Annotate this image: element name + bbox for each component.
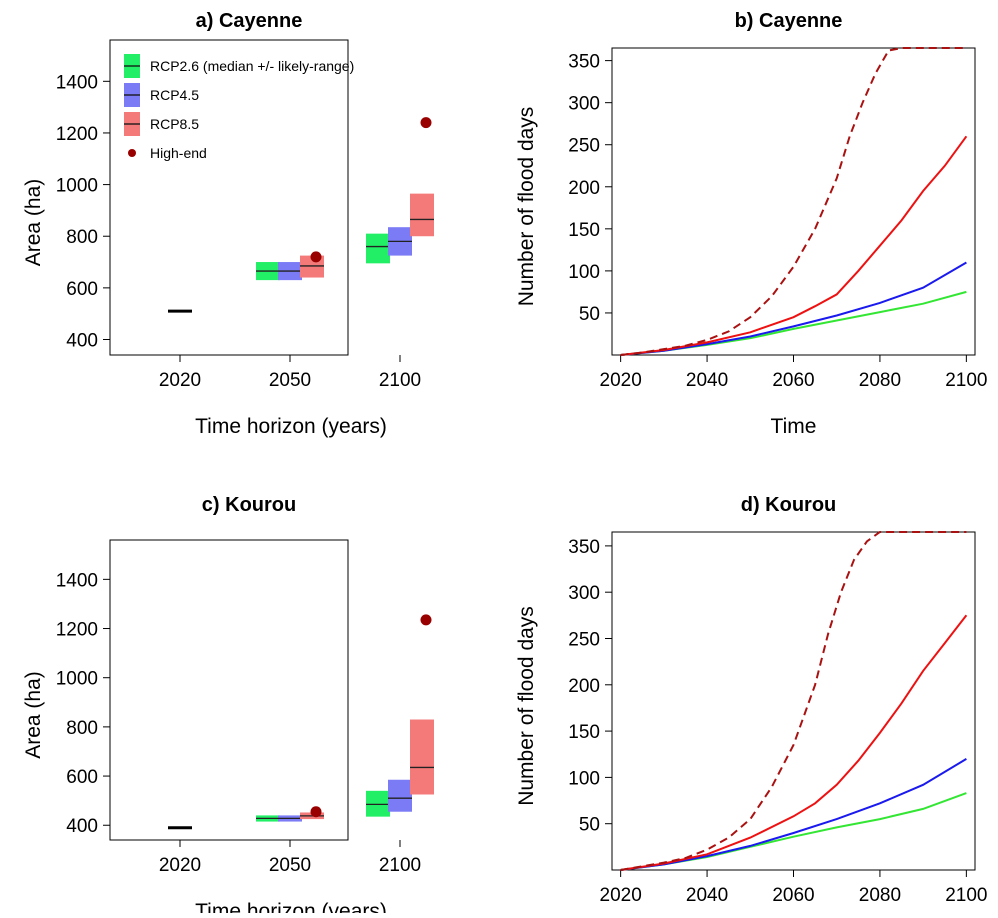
y-tick-label: 400 [66, 816, 98, 837]
x-tick-label: 2020 [600, 885, 642, 906]
y-tick-label: 50 [579, 304, 600, 325]
y-tick-label: 100 [568, 768, 600, 789]
legend-label: High-end [150, 145, 207, 161]
y-tick-label: 1200 [56, 620, 98, 641]
x-tick-label: 2020 [600, 370, 642, 391]
high-end-point [310, 806, 322, 818]
y-tick-label: 800 [66, 718, 98, 739]
x-axis-label: Time horizon (years) [195, 900, 387, 913]
series-line-rcp45 [620, 261, 967, 356]
x-tick-label: 2020 [159, 855, 201, 876]
x-tick-label: 2080 [859, 370, 901, 391]
panel-title: d) Kourou [741, 494, 837, 516]
x-tick-label: 2060 [772, 370, 814, 391]
y-axis-label: Number of flood days [515, 606, 538, 806]
x-tick-label: 2020 [159, 370, 201, 391]
x-tick-label: 2100 [379, 370, 421, 391]
y-tick-label: 50 [579, 815, 600, 836]
high-end-point [310, 251, 322, 263]
y-tick-label: 800 [66, 227, 98, 248]
y-tick-label: 1000 [56, 669, 98, 690]
x-tick-label: 2050 [269, 855, 311, 876]
y-tick-label: 200 [568, 676, 600, 697]
x-tick-label: 2100 [945, 370, 987, 391]
legend-label: RCP4.5 [150, 87, 199, 103]
plot-frame [611, 531, 976, 871]
legend-label: RCP8.5 [150, 116, 199, 132]
y-tick-label: 1000 [56, 176, 98, 197]
y-tick-label: 150 [568, 722, 600, 743]
y-tick-label: 600 [66, 279, 98, 300]
y-tick-label: 600 [66, 767, 98, 788]
x-axis-label: Time [771, 415, 817, 438]
y-tick-label: 250 [568, 136, 600, 157]
y-tick-label: 300 [568, 94, 600, 115]
plot-frame [109, 539, 349, 841]
y-tick-label: 100 [568, 262, 600, 283]
legend-label: RCP2.6 (median +/- likely-range) [150, 58, 354, 74]
series-line-highend [620, 531, 967, 871]
y-tick-label: 400 [66, 331, 98, 352]
x-tick-label: 2040 [686, 885, 728, 906]
range-box-rcp85 [410, 193, 434, 237]
legend-dot [128, 149, 136, 157]
range-box-rcp45 [388, 779, 412, 812]
plot-frame [109, 39, 349, 356]
high-end-point [420, 614, 432, 626]
range-box-rcp85 [410, 719, 434, 795]
panel-title: a) Cayenne [196, 10, 303, 32]
x-tick-label: 2100 [945, 885, 987, 906]
x-tick-label: 2100 [379, 855, 421, 876]
high-end-point [420, 117, 432, 129]
series-line-rcp85 [620, 135, 968, 356]
y-tick-label: 1400 [56, 72, 98, 93]
y-tick-label: 350 [568, 52, 600, 73]
series-line-rcp26 [620, 290, 967, 356]
y-tick-label: 150 [568, 220, 600, 241]
plot-frame [611, 47, 976, 356]
x-tick-label: 2040 [686, 370, 728, 391]
series-line-rcp45 [620, 758, 967, 871]
panel-title: b) Cayenne [735, 10, 843, 32]
series-line-highend [620, 47, 967, 356]
y-tick-label: 350 [568, 537, 600, 558]
x-tick-label: 2050 [269, 370, 311, 391]
x-tick-label: 2080 [859, 885, 901, 906]
y-axis-label: Number of flood days [515, 107, 538, 307]
series-line-rcp85 [620, 614, 968, 871]
y-tick-label: 1200 [56, 124, 98, 145]
y-tick-label: 1400 [56, 570, 98, 591]
range-box-rcp26 [366, 233, 390, 264]
panel-title: c) Kourou [202, 494, 296, 516]
x-tick-label: 2060 [772, 885, 814, 906]
y-tick-label: 250 [568, 629, 600, 650]
y-tick-label: 300 [568, 583, 600, 604]
y-axis-label: Area (ha) [22, 179, 45, 267]
y-tick-label: 200 [568, 178, 600, 199]
x-axis-label: Time horizon (years) [195, 415, 387, 438]
y-axis-label: Area (ha) [22, 671, 45, 759]
series-line-rcp26 [620, 792, 967, 871]
